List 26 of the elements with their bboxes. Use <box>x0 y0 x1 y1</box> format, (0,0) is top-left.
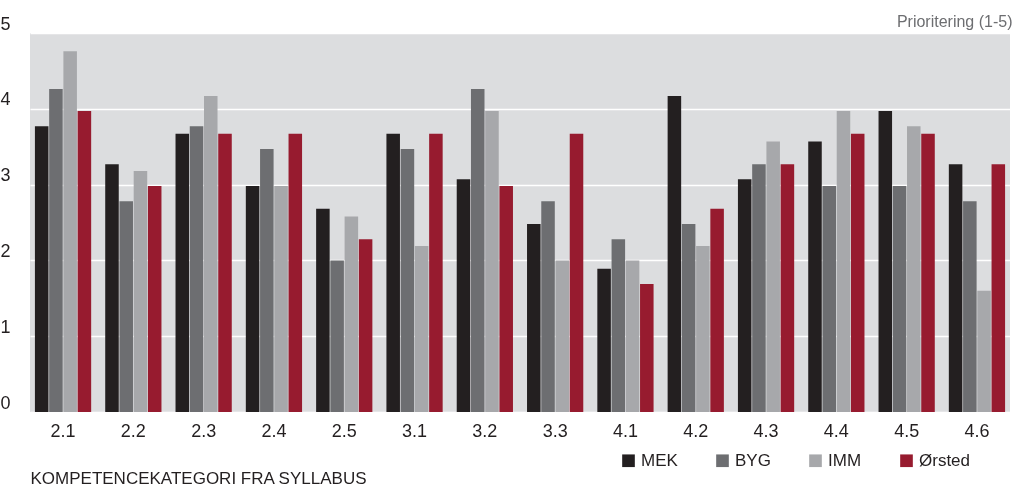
x-tick-label: 3.3 <box>542 420 568 441</box>
x-tick-label: 2.5 <box>331 420 357 441</box>
x-tick-label: 4.6 <box>964 420 990 441</box>
legend-label: BYG <box>735 450 771 470</box>
x-tick-label: 3.2 <box>472 420 498 441</box>
x-tick-label: 4.4 <box>823 420 849 441</box>
x-tick-label: 4.2 <box>683 420 709 441</box>
legend-label: IMM <box>828 450 862 470</box>
x-tick-label: 4.3 <box>753 420 779 441</box>
x-tick-label: 2.2 <box>120 420 146 441</box>
x-axis-title: KOMPETENCEKATEGORI FRA SYLLABUS <box>30 468 367 488</box>
y-tick-label: 4 <box>0 89 11 110</box>
y-tick-label: 5 <box>0 13 11 34</box>
y-tick-label: 1 <box>0 316 11 337</box>
y-tick-label: 0 <box>0 392 11 413</box>
x-tick-label: 2.3 <box>191 420 217 441</box>
y-axis-title: Prioritering (1-5) <box>896 12 1012 30</box>
legend-label: Ørsted <box>919 450 971 470</box>
legend-label: MEK <box>641 450 679 470</box>
x-tick-label: 4.1 <box>612 420 638 441</box>
x-tick-label: 2.4 <box>261 420 287 441</box>
x-tick-label: 4.5 <box>894 420 920 441</box>
x-tick-label: 3.1 <box>402 420 428 441</box>
y-tick-label: 2 <box>0 240 11 261</box>
x-tick-label: 2.1 <box>50 420 76 441</box>
y-tick-label: 3 <box>0 165 11 186</box>
